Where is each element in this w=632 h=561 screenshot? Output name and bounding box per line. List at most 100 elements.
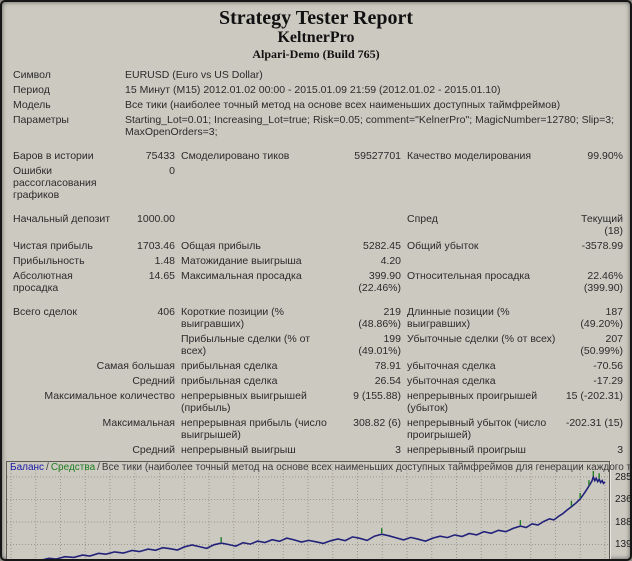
table-row: Самая большая прибыльная сделка 78.91 убыто… xyxy=(10,359,626,374)
report-label: непрерывная прибыль (число выигрышей) xyxy=(181,417,327,441)
legend-equity-label: Средства xyxy=(50,462,96,473)
report-label: Качество моделирования xyxy=(407,150,532,162)
report-value xyxy=(560,254,626,269)
report-value xyxy=(560,164,626,203)
report-value: Средний xyxy=(132,444,175,456)
report-label: Всего сделок xyxy=(13,306,77,318)
report-value: 199 (49.01%) xyxy=(358,333,401,357)
report-label: Спред xyxy=(407,213,438,225)
report-label: EURUSD (Euro vs US Dollar) xyxy=(125,69,263,81)
report-label: Общий убыток xyxy=(407,240,479,252)
report-value: -70.56 xyxy=(593,360,624,372)
report-value: 9 (155.88) xyxy=(353,390,401,402)
report-label xyxy=(404,254,560,269)
y-axis-label: 1391 xyxy=(615,538,632,550)
report-value: 14.65 xyxy=(148,270,175,282)
report-label: Символ xyxy=(13,69,51,81)
report-value: 3 xyxy=(617,444,624,456)
report-label: Все тики (наиболее точный метод на основ… xyxy=(125,99,561,111)
report-value: 22.46% (399.90) xyxy=(583,270,624,294)
report-label: Starting_Lot=0.01; Increasing_Lot=true; … xyxy=(125,114,614,138)
report-label xyxy=(178,164,336,203)
report-value: 1000.00 xyxy=(137,213,175,225)
report-value: 26.54 xyxy=(374,375,401,387)
report-label: непрерывный проигрыш xyxy=(407,444,526,456)
report-value: 4.20 xyxy=(380,255,401,267)
report-value: -202.31 (15) xyxy=(565,417,624,429)
y-axis-label: 2369 xyxy=(615,494,632,506)
report-value: 15 (-202.31) xyxy=(565,390,624,402)
table-row: Всего сделок 406 Короткие позиции (% выигр… xyxy=(10,305,626,332)
report-value: 406 xyxy=(157,306,175,318)
spacer-row xyxy=(10,203,626,212)
report-value xyxy=(122,332,178,359)
report-label: Прибыльные сделки (% от всех) xyxy=(181,333,311,357)
report-label: убыточная сделка xyxy=(407,360,496,372)
report-value: 399.90 (22.46%) xyxy=(358,270,401,294)
report-value: 99.90% xyxy=(587,150,624,162)
report-value: -3578.99 xyxy=(581,240,624,252)
report-label: непрерывный выигрыш xyxy=(181,444,296,456)
report-label: Максимальная просадка xyxy=(181,270,302,282)
report-label: Длинные позиции (% выигравших) xyxy=(407,306,510,330)
report-value: 1703.46 xyxy=(137,240,175,252)
report-label: 15 Минут (M15) 2012.01.02 00:00 - 2015.0… xyxy=(125,84,501,96)
table-row: Прибыльность 1.48 Матожидание выигрыша 4.20 xyxy=(10,254,626,269)
report-value xyxy=(336,212,404,239)
table-row: Абсолютная просадка 14.65 Максимальная про… xyxy=(10,269,626,296)
report-value: 207 (50.99%) xyxy=(580,333,624,357)
report-value: Самая большая xyxy=(96,360,175,372)
report-label xyxy=(178,212,336,239)
table-row: Чистая прибыль 1703.46 Общая прибыль 5282.4… xyxy=(10,239,626,254)
report-label: непрерывных выигрышей (прибыль) xyxy=(181,390,307,414)
table-row: Максимальное количество непрерывных выигр… xyxy=(10,389,626,416)
y-axis-label: 1880 xyxy=(615,516,632,528)
table-row: Ошибки рассогласования графиков 0 xyxy=(10,164,626,203)
table-row: Максимальная непрерывная прибыль (число в… xyxy=(10,416,626,443)
legend-separator: / xyxy=(46,462,49,473)
table-row: Средний прибыльная сделка 26.54 убыточная с… xyxy=(10,374,626,389)
report-label: Смоделировано тиков xyxy=(181,150,290,162)
page-title: Strategy Tester Report xyxy=(218,7,414,29)
report-value: 187 (49.20%) xyxy=(580,306,624,330)
report-label: непрерывный убыток (число проигрышей) xyxy=(407,417,547,441)
balance-chart: Баланс / Средства / Все тики (наиболее точны… xyxy=(6,461,630,559)
report-label: Абсолютная просадка xyxy=(13,270,73,294)
report-label: убыточная сделка xyxy=(407,375,496,387)
report-value: 59527701 xyxy=(354,150,401,162)
report-value: 75433 xyxy=(145,150,175,162)
table-row: Средний непрерывный выигрыш 3 непрерывный п… xyxy=(10,443,626,458)
report-header: Strategy Tester Report KeltnerPro Alpari… xyxy=(2,2,630,61)
report-label: прибыльная сделка xyxy=(181,375,278,387)
report-label: Общая прибыль xyxy=(181,240,261,252)
table-row: Символ EURUSD (Euro vs US Dollar) xyxy=(10,68,626,83)
chart-legend: Баланс / Средства / Все тики (наиболее точны… xyxy=(10,462,630,474)
spacer-row xyxy=(10,140,626,149)
report-label: прибыльная сделка xyxy=(181,360,278,372)
strategy-name: KeltnerPro xyxy=(277,29,355,46)
report-label: Начальный депозит xyxy=(13,213,111,225)
table-row: Прибыльные сделки (% от всех) 199 (49.01%… xyxy=(10,332,626,359)
y-axis-label: 2859 xyxy=(615,471,632,483)
spacer-row xyxy=(10,296,626,305)
table-row: Параметры Starting_Lot=0.01; Increasing_L… xyxy=(10,113,626,140)
report-value: Максимальное количество xyxy=(44,390,175,402)
report-value xyxy=(336,164,404,203)
report-label: Параметры xyxy=(13,114,69,126)
report-value: 219 (48.86%) xyxy=(358,306,401,330)
report-label: Относительная просадка xyxy=(407,270,530,282)
report-value: 78.91 xyxy=(374,360,401,372)
report-label: Период xyxy=(13,84,50,96)
report-label: Ошибки рассогласования графиков xyxy=(13,165,97,201)
balance-plot xyxy=(7,464,609,559)
report-value: Максимальная xyxy=(102,417,175,429)
report-label: Матожидание выигрыша xyxy=(181,255,302,267)
report-value: Средний xyxy=(132,375,175,387)
report-value: 308.82 (6) xyxy=(353,417,401,429)
report-value: -17.29 xyxy=(593,375,624,387)
report-label xyxy=(404,164,560,203)
table-row: Начальный депозит 1000.00 Спред Текущий (18… xyxy=(10,212,626,239)
report-label: Чистая прибыль xyxy=(13,240,93,252)
report-label: непрерывных проигрышей (убыток) xyxy=(407,390,538,414)
